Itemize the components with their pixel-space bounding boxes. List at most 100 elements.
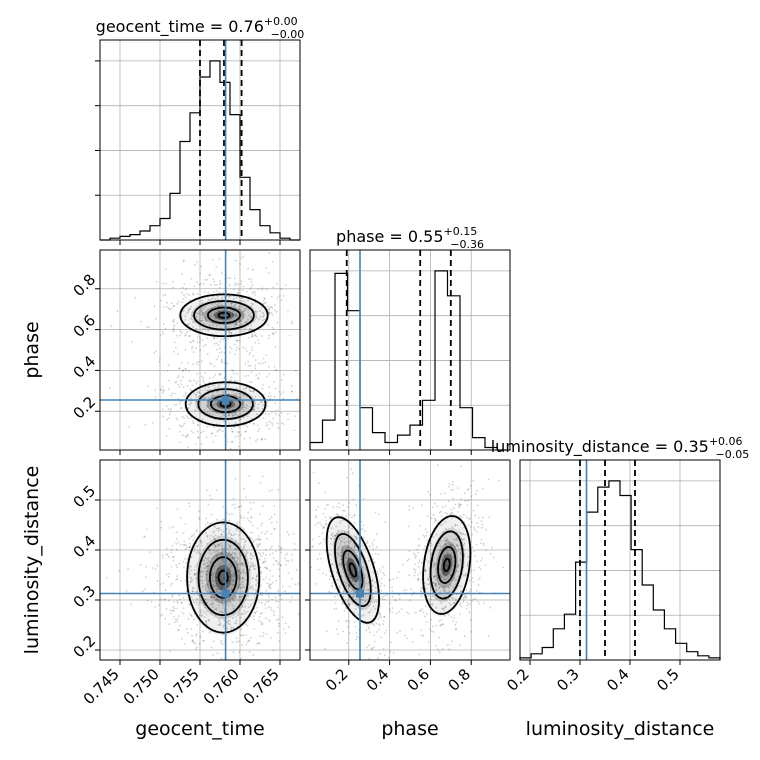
sample-point bbox=[250, 346, 253, 349]
sample-point bbox=[352, 559, 355, 562]
tick-label-x: 0.8 bbox=[444, 665, 474, 695]
sample-point bbox=[339, 543, 342, 545]
sample-point bbox=[470, 630, 472, 633]
sample-point bbox=[193, 320, 196, 323]
sample-point bbox=[251, 349, 253, 351]
sample-point bbox=[178, 367, 181, 370]
sample-point bbox=[215, 527, 218, 530]
sample-point bbox=[203, 570, 205, 573]
sample-point bbox=[353, 514, 356, 517]
sample-point bbox=[228, 333, 231, 335]
sample-point bbox=[228, 531, 230, 534]
sample-point bbox=[203, 562, 206, 565]
sample-point bbox=[320, 557, 322, 560]
sample-point bbox=[172, 600, 175, 603]
sample-point bbox=[283, 557, 286, 560]
sample-point bbox=[220, 567, 223, 570]
sample-point bbox=[413, 567, 415, 570]
sample-point bbox=[241, 577, 244, 579]
sample-point bbox=[170, 302, 173, 304]
sample-point bbox=[353, 620, 356, 623]
density-level bbox=[190, 299, 258, 332]
sample-point bbox=[338, 564, 341, 567]
sample-point bbox=[257, 544, 260, 547]
sample-point bbox=[218, 604, 220, 607]
sample-point bbox=[457, 545, 459, 547]
sample-point bbox=[457, 563, 460, 566]
sample-point bbox=[190, 341, 193, 344]
sample-point bbox=[235, 395, 237, 398]
sample-point bbox=[434, 584, 437, 586]
sample-point bbox=[206, 400, 209, 403]
sample-point bbox=[472, 509, 475, 512]
histogram-luminosity_distance bbox=[519, 480, 721, 660]
sample-point bbox=[148, 551, 151, 553]
sample-point bbox=[407, 525, 410, 528]
sample-point bbox=[469, 525, 472, 528]
sample-point bbox=[232, 599, 235, 602]
sample-point bbox=[230, 627, 233, 630]
sample-point bbox=[469, 579, 471, 582]
sample-point bbox=[237, 521, 240, 523]
sample-point bbox=[297, 613, 300, 616]
sample-point bbox=[443, 492, 446, 494]
sample-point bbox=[473, 569, 475, 572]
sample-point bbox=[261, 302, 264, 305]
sample-point bbox=[206, 404, 209, 407]
sample-point bbox=[207, 400, 210, 403]
sample-point bbox=[485, 528, 487, 531]
sample-point bbox=[374, 511, 377, 514]
sample-point bbox=[272, 328, 275, 330]
sample-point bbox=[251, 531, 254, 534]
sample-point bbox=[202, 322, 205, 325]
sample-point bbox=[268, 392, 271, 394]
sample-point bbox=[417, 577, 420, 580]
sample-point bbox=[449, 513, 451, 515]
sample-point bbox=[212, 537, 215, 539]
sample-point bbox=[171, 548, 173, 551]
sample-point bbox=[248, 606, 251, 608]
sample-point bbox=[147, 326, 150, 328]
sample-point bbox=[375, 533, 378, 536]
sample-point bbox=[473, 527, 475, 529]
sample-point bbox=[197, 312, 200, 315]
sample-point bbox=[218, 310, 221, 313]
sample-point bbox=[235, 313, 237, 316]
sample-point bbox=[223, 577, 225, 579]
sample-point bbox=[440, 556, 443, 558]
sample-point bbox=[267, 337, 270, 339]
sample-point bbox=[346, 625, 349, 628]
sample-point bbox=[383, 574, 386, 576]
sample-point bbox=[274, 304, 276, 306]
sample-point bbox=[366, 542, 369, 545]
sample-point bbox=[425, 535, 428, 537]
sample-point bbox=[210, 595, 213, 598]
sample-point bbox=[254, 341, 256, 344]
sample-point bbox=[344, 553, 347, 556]
sample-point bbox=[414, 569, 417, 572]
sample-point bbox=[417, 552, 420, 554]
sample-point bbox=[468, 517, 470, 520]
sample-point bbox=[267, 323, 270, 326]
sample-point bbox=[460, 465, 462, 467]
sample-point bbox=[277, 625, 280, 627]
sample-point bbox=[235, 393, 238, 395]
sample-point bbox=[363, 530, 366, 532]
sample-point bbox=[240, 280, 243, 282]
sample-point bbox=[238, 431, 241, 434]
sample-point bbox=[209, 315, 212, 317]
sample-point bbox=[221, 305, 224, 307]
sample-point bbox=[392, 651, 395, 654]
sample-point bbox=[228, 575, 231, 578]
sample-point bbox=[188, 546, 191, 548]
sample-point bbox=[259, 513, 262, 515]
sample-point bbox=[110, 325, 113, 328]
sample-point bbox=[254, 367, 257, 370]
sample-point bbox=[219, 587, 222, 590]
sample-point bbox=[253, 408, 256, 411]
sample-point bbox=[218, 373, 220, 375]
sample-point bbox=[265, 421, 268, 424]
sample-point bbox=[200, 431, 203, 434]
sample-point bbox=[343, 531, 346, 533]
sample-point bbox=[350, 558, 353, 561]
